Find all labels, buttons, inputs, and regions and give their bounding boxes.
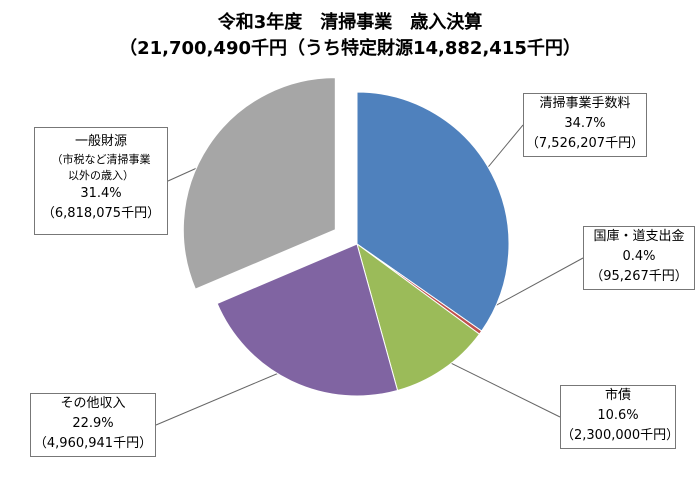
label-general-revenue: 一般財源 （市税など清掃事業 以外の歳入） 31.4% （6,818,075千円… <box>34 127 168 235</box>
slice-name-bonds: 市債 <box>604 388 631 403</box>
slice-amount-cleaning-fees: （7,526,207千円） <box>525 136 645 151</box>
chart-title: 令和3年度 清掃事業 歳入決算 <box>217 12 483 33</box>
slice-name-general-revenue: 一般財源 <box>74 134 127 149</box>
pie-slice-other-income <box>216 243 399 397</box>
pie-slice-general-revenue <box>182 77 336 290</box>
slice-percent-general-revenue: 31.4% <box>80 186 122 201</box>
slice-name-other-income: その他収入 <box>60 396 126 411</box>
pie-slice-cleaning-fees <box>356 91 510 332</box>
label-other-income: その他収入 22.9% （4,960,941千円） <box>30 393 156 457</box>
slice-amount-other-income: （4,960,941千円） <box>33 436 153 451</box>
slice-amount-general-revenue: （6,818,075千円） <box>41 206 161 221</box>
leader-line-bonds <box>432 353 561 418</box>
label-bonds: 市債 10.6% （2,300,000千円） <box>560 385 680 449</box>
slice-percent-treasury: 0.4% <box>622 249 656 264</box>
slice-amount-treasury: （95,267千円） <box>590 269 688 284</box>
label-cleaning-fees: 清掃事業手数料 34.7% （7,526,207千円） <box>523 93 647 157</box>
leader-line-other-income <box>155 364 300 426</box>
slice-note-line-1: （市税など清掃事業 <box>51 153 151 166</box>
chart-subtitle: （21,700,490千円（うち特定財源14,882,415千円） <box>119 38 581 59</box>
slice-percent-other-income: 22.9% <box>72 416 114 431</box>
slice-name-cleaning-fees: 清掃事業手数料 <box>539 96 631 111</box>
slice-percent-cleaning-fees: 34.7% <box>564 116 606 131</box>
label-treasury: 国庫・道支出金 0.4% （95,267千円） <box>583 226 695 290</box>
slice-amount-bonds: （2,300,000千円） <box>561 428 680 443</box>
slice-percent-bonds: 10.6% <box>597 408 639 423</box>
slice-note-line-2: 以外の歳入） <box>68 169 134 182</box>
slice-name-treasury: 国庫・道支出金 <box>593 229 685 244</box>
pie-slices <box>182 77 510 397</box>
